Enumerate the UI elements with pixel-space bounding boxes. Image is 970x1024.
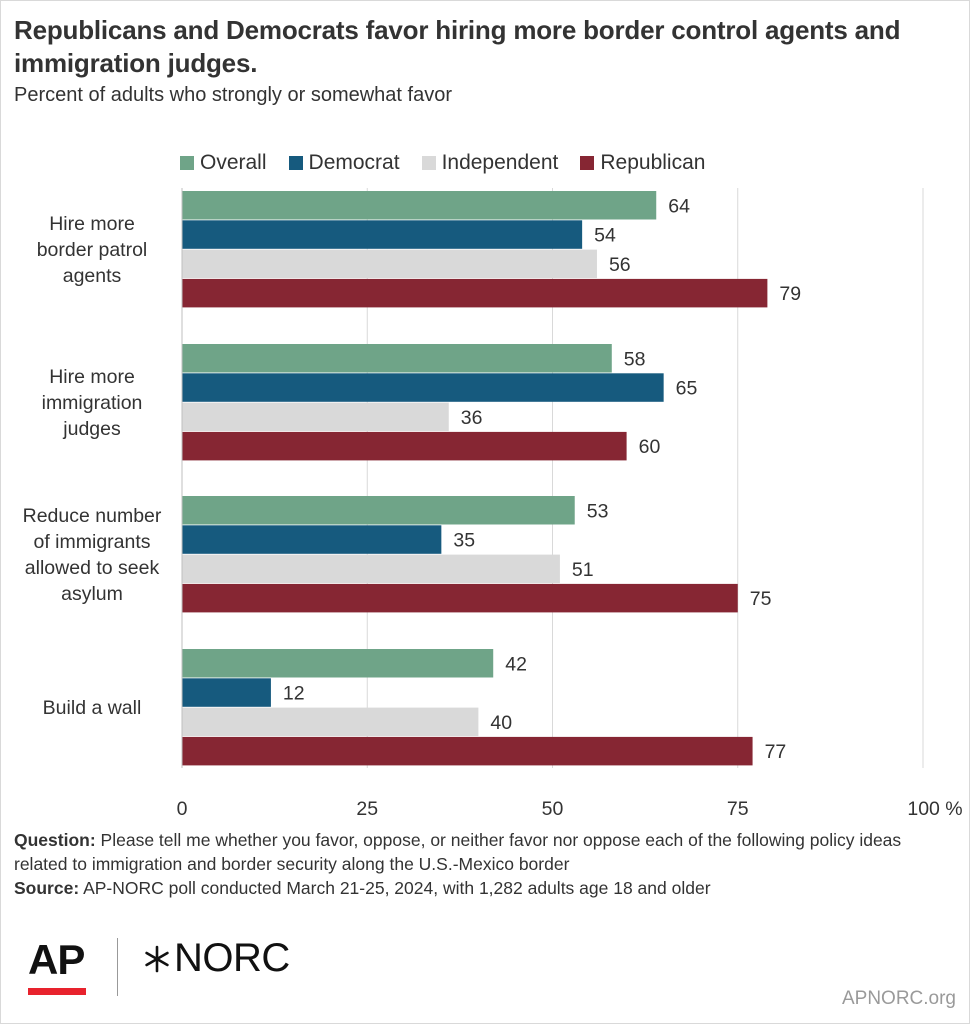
category-label: border patrol: [37, 239, 148, 261]
source-note: Source: AP-NORC poll conducted March 21-…: [14, 876, 959, 900]
question-note: Question: Please tell me whether you fav…: [14, 828, 959, 876]
bar: [182, 220, 583, 249]
norc-logo: NORC: [142, 936, 290, 981]
bar: [182, 554, 560, 584]
category-label: judges: [62, 418, 121, 440]
data-label: 79: [779, 283, 801, 305]
legend-item-overall: Overall: [180, 151, 267, 175]
category-label: Hire more: [49, 213, 135, 235]
category-label: immigration: [42, 392, 143, 414]
x-tick-label: 50: [542, 798, 564, 820]
bar: [182, 649, 494, 678]
legend-label-independent: Independent: [441, 151, 559, 174]
bar: [182, 249, 597, 279]
data-label: 35: [453, 530, 475, 552]
x-tick-label: 75: [727, 798, 749, 820]
question-text: Please tell me whether you favor, oppose…: [14, 830, 902, 874]
category-label: allowed to seek: [25, 557, 160, 579]
bar: [182, 678, 271, 707]
ap-logo-bar: [28, 988, 86, 995]
category-label: Hire more: [49, 366, 135, 388]
bar-chart: 64 54 56 79 Hire more border patrol agents 58 65…: [23, 188, 963, 820]
bar: [182, 707, 479, 737]
data-label: 42: [505, 653, 527, 675]
data-label: 36: [461, 407, 483, 429]
x-tick-label: 0: [177, 798, 188, 820]
data-label: 40: [490, 712, 512, 734]
legend-swatch-overall: [180, 156, 194, 170]
bar: [182, 373, 664, 402]
bar: [182, 402, 449, 432]
bar: [182, 525, 442, 554]
category-label: of immigrants: [33, 531, 150, 553]
data-label: 58: [624, 348, 646, 370]
data-label: 60: [639, 436, 661, 458]
legend-label-republican: Republican: [600, 151, 706, 174]
category-label: Build a wall: [43, 697, 142, 719]
chart-title: Republicans and Democrats favor hiring m…: [14, 15, 901, 78]
legend-swatch-democrat: [288, 156, 303, 170]
chart-subtitle: Percent of adults who strongly or somewh…: [14, 84, 452, 106]
question-label: Question:: [14, 830, 96, 850]
chart-notes: Question: Please tell me whether you fav…: [14, 828, 959, 900]
bar: [182, 736, 753, 766]
data-label: 56: [609, 254, 631, 276]
bar: [182, 431, 627, 461]
x-tick-label: 100 %: [907, 798, 962, 820]
category-label: Reduce number: [23, 505, 162, 527]
source-text: AP-NORC poll conducted March 21-25, 2024…: [83, 878, 711, 898]
norc-star-icon: [145, 945, 169, 972]
data-label: 51: [572, 559, 594, 581]
legend-label-overall: Overall: [200, 151, 267, 174]
data-label: 53: [587, 500, 609, 522]
logo-divider: [117, 938, 118, 996]
x-tick-label: 25: [356, 798, 378, 820]
bar: [182, 496, 575, 525]
legend: Overall Democrat Independent Republican: [180, 150, 727, 176]
data-label: 77: [765, 741, 787, 763]
category-label: agents: [63, 265, 122, 287]
legend-swatch-independent: [421, 156, 436, 170]
data-label: 65: [676, 378, 698, 400]
bar: [182, 583, 738, 613]
ap-logo: AP: [28, 936, 85, 983]
category-label: asylum: [61, 583, 123, 605]
data-label: 12: [283, 683, 305, 705]
legend-swatch-republican: [580, 156, 595, 170]
bar: [182, 278, 768, 308]
legend-item-democrat: Democrat: [288, 151, 400, 175]
source-label: Source:: [14, 878, 80, 898]
legend-label-democrat: Democrat: [308, 151, 400, 174]
data-label: 54: [594, 225, 616, 247]
legend-item-independent: Independent: [421, 151, 559, 175]
bar: [182, 191, 657, 220]
site-url: APNORC.org: [841, 988, 956, 1009]
norc-logo-text: NORC: [174, 936, 290, 980]
data-label: 64: [668, 195, 690, 217]
legend-item-republican: Republican: [580, 151, 705, 175]
data-label: 75: [750, 588, 772, 610]
bar: [182, 344, 612, 373]
